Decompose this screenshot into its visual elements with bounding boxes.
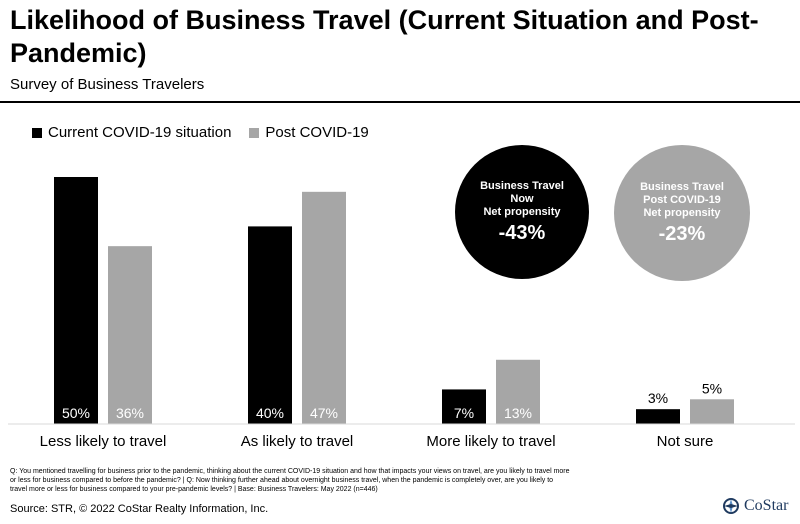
legend-item-post: Post COVID-19 [249, 124, 369, 141]
category-label-1: As likely to travel [241, 433, 354, 450]
category-label-2: More likely to travel [426, 433, 555, 450]
data-label-current-2: 7% [454, 405, 474, 421]
bar-current-2 [442, 389, 486, 424]
legend-item-current: Current COVID-19 situation [32, 124, 231, 141]
data-label-current-3: 3% [648, 390, 668, 406]
bar-post-1 [302, 191, 346, 424]
bar-post-2 [496, 359, 540, 424]
bubble-now-line1: Business Travel [480, 179, 564, 192]
data-label-post-2: 13% [504, 405, 532, 421]
data-label-current-1: 40% [256, 405, 284, 421]
legend-swatch-current [32, 127, 42, 138]
bubble-now-line3: Net propensity [483, 205, 561, 218]
data-label-post-1: 47% [310, 405, 338, 421]
data-label-current-0: 50% [62, 405, 90, 421]
bubble-post-line2: Post COVID-19 [643, 193, 721, 206]
bubble-post-line1: Business Travel [640, 180, 724, 193]
bar-post-0 [108, 246, 152, 424]
net-propensity-post-bubble: Business Travel Post COVID-19 Net propen… [614, 145, 750, 281]
bubble-post-line3: Net propensity [643, 206, 721, 219]
bar-current-0 [54, 177, 98, 424]
source-note: Source: STR, © 2022 CoStar Realty Inform… [10, 503, 269, 515]
legend-swatch-post [249, 127, 260, 138]
bar-current-3 [636, 409, 680, 424]
header-divider [0, 101, 800, 103]
data-label-post-0: 36% [116, 405, 144, 421]
bar-current-1 [248, 226, 292, 424]
chart-subtitle: Survey of Business Travelers [10, 76, 205, 93]
net-propensity-now-bubble: Business Travel Now Net propensity -43% [455, 145, 589, 279]
legend: Current COVID-19 situation Post COVID-19 [32, 124, 387, 141]
logo-text: CoStar [744, 497, 789, 514]
bubble-now-value: -43% [498, 221, 546, 244]
bubble-post-value: -23% [658, 222, 706, 245]
survey-footnote: Q: You mentioned travelling for business… [10, 468, 570, 493]
bubble-now-line2: Now [510, 192, 534, 205]
costar-logo-icon [723, 498, 739, 514]
chart-title: Likelihood of Business Travel (Current S… [10, 5, 759, 68]
category-label-3: Not sure [657, 433, 714, 450]
bar-post-3 [690, 399, 734, 424]
bar-chart: 50% 36% Less likely to travel 40% 47% As like… [8, 177, 795, 450]
legend-label-post: Post COVID-19 [265, 124, 369, 141]
legend-label-current: Current COVID-19 situation [48, 124, 232, 141]
data-label-post-3: 5% [702, 380, 722, 396]
category-label-0: Less likely to travel [40, 433, 167, 450]
costar-logo: CoStar [722, 497, 788, 515]
